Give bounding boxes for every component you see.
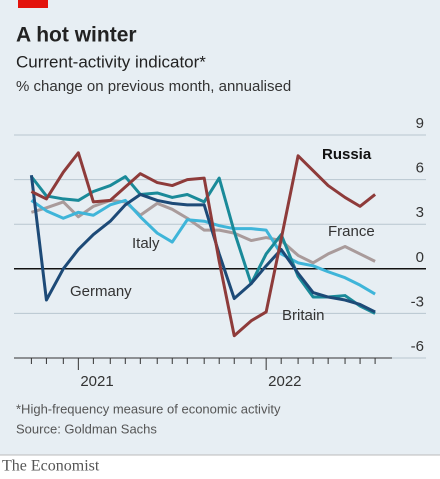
series-label: Britain xyxy=(282,307,325,324)
series-label: Germany xyxy=(70,283,132,300)
x-tick-label: 2022 xyxy=(268,373,301,390)
series-label: France xyxy=(328,223,375,240)
series-label: Italy xyxy=(132,235,160,252)
y-tick-label: -6 xyxy=(411,338,424,355)
y-axis-label: % change on previous month, annualised xyxy=(16,78,291,95)
source: Source: Goldman Sachs xyxy=(16,421,157,436)
series-line xyxy=(30,198,376,265)
series-line xyxy=(30,198,376,296)
brand-tag xyxy=(18,0,48,8)
x-tick-label: 2021 xyxy=(80,373,113,390)
footnote: *High-frequency measure of economic acti… xyxy=(16,401,281,416)
series-line xyxy=(29,174,376,314)
series-label: Russia xyxy=(322,146,372,163)
y-tick-label: 3 xyxy=(416,204,424,221)
y-tick-label: 9 xyxy=(416,115,424,132)
chart-title: A hot winter xyxy=(16,24,137,47)
y-tick-label: -3 xyxy=(411,293,424,310)
y-tick-label: 0 xyxy=(416,249,424,266)
y-tick-label: 6 xyxy=(416,160,424,177)
brand: The Economist xyxy=(2,458,100,475)
chart-subtitle: Current-activity indicator* xyxy=(16,52,206,71)
background xyxy=(0,0,440,455)
series-line xyxy=(30,175,376,315)
series-line xyxy=(30,151,377,338)
